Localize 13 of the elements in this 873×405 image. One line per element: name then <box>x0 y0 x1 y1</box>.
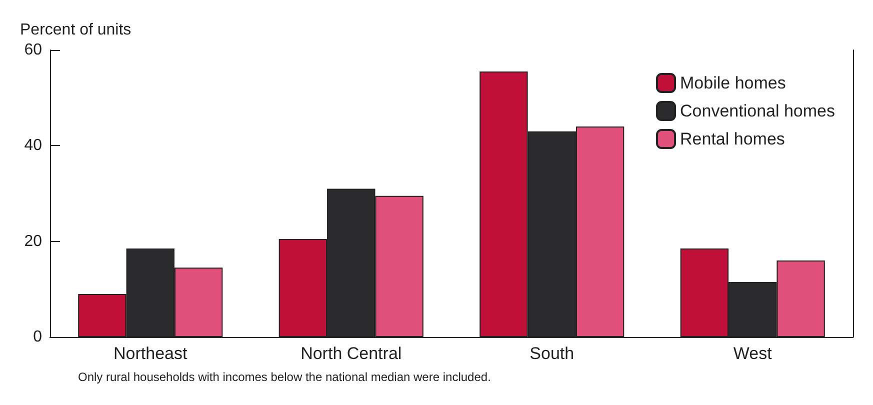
x-tick-label: West <box>733 344 772 363</box>
legend-label: Conventional homes <box>680 102 835 120</box>
y-tick-label: 20 <box>24 232 42 250</box>
x-tick-label: Northeast <box>114 344 188 363</box>
legend-label: Mobile homes <box>680 74 786 92</box>
y-tick-label: 40 <box>24 137 42 154</box>
y-tick-label: 0 <box>33 328 42 346</box>
x-tick-label: South <box>530 344 574 363</box>
y-axis-title: Percent of units <box>20 22 132 38</box>
legend-label: Rental homes <box>680 130 785 148</box>
y-tick-label: 60 <box>24 42 42 58</box>
x-tick-label: North Central <box>300 344 402 363</box>
text: Only rural households with incomes below the national median were included. <box>78 370 491 384</box>
